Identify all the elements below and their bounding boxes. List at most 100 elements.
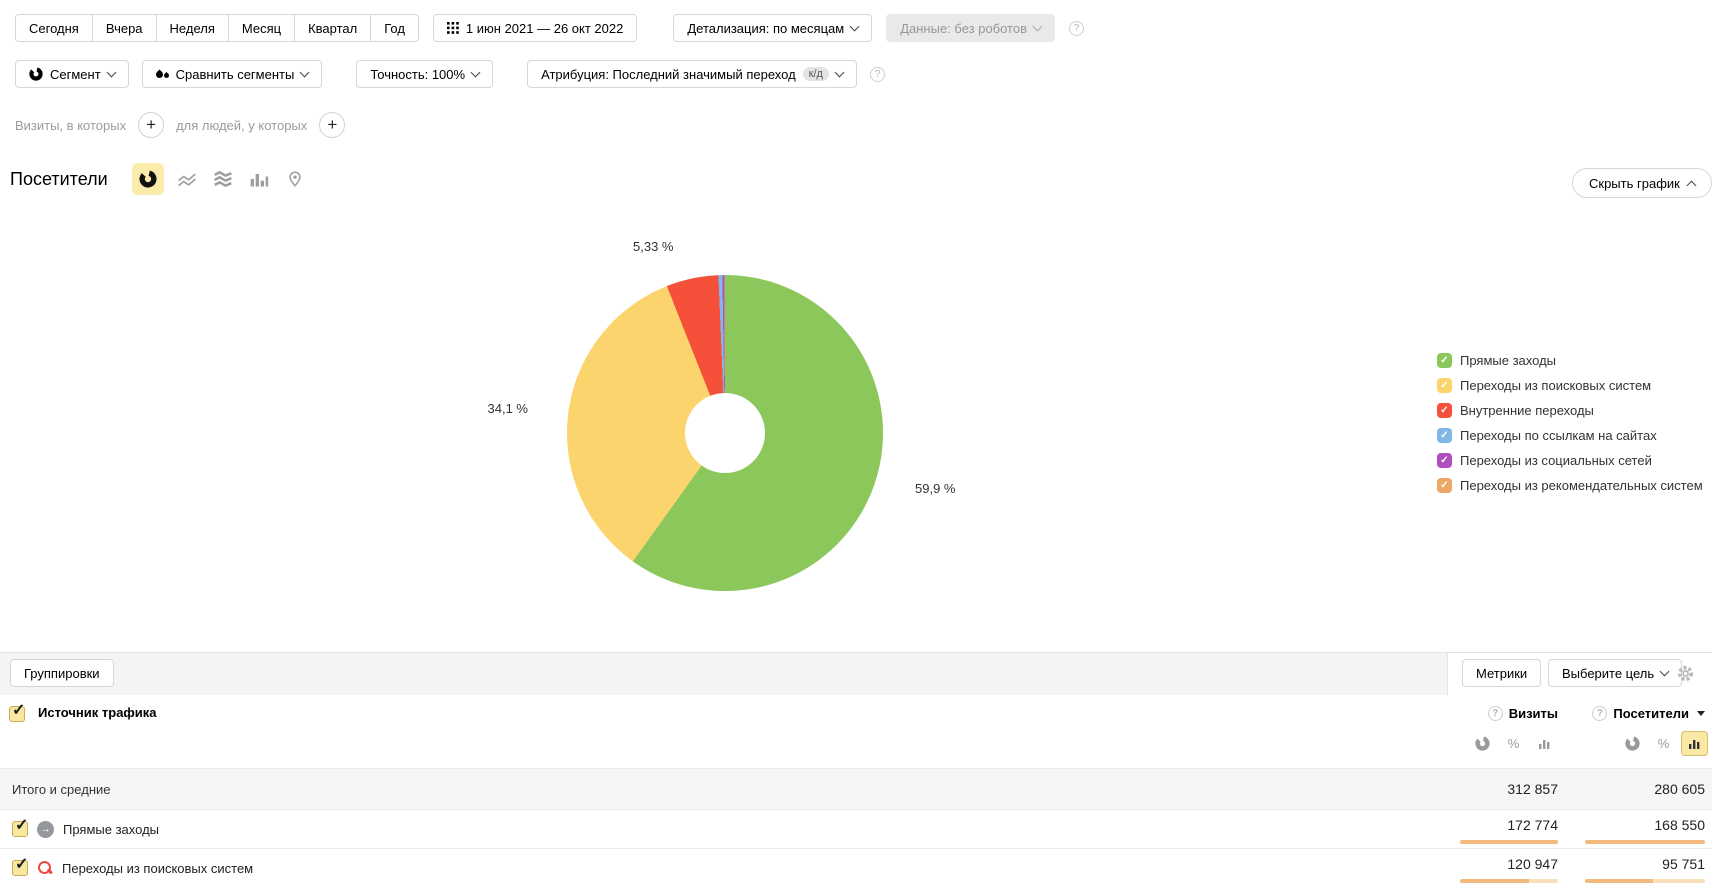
legend-item-direct[interactable]: ✓ Прямые заходы [1437, 348, 1703, 373]
row-checkbox[interactable] [12, 854, 28, 876]
legend-label: Прямые заходы [1460, 353, 1557, 368]
accuracy-label: Точность: 100% [370, 66, 466, 82]
table-header-row: Источник трафика ? Визиты ? Посетители %… [0, 695, 1712, 768]
chevron-down-icon [106, 67, 117, 77]
checkbox-checked-icon: ✓ [1437, 428, 1452, 443]
chart-view-lines-tab[interactable] [174, 166, 200, 192]
page-title: Посетители [10, 168, 108, 189]
legend-item-social[interactable]: ✓ Переходы из социальных сетей [1437, 448, 1703, 473]
detalization-dropdown[interactable]: Детализация: по месяцам [673, 14, 873, 42]
segment-toolbar: Сегмент Сравнить сегменты Точность: 100%… [15, 60, 885, 88]
segment-dropdown[interactable]: Сегмент [15, 60, 129, 88]
table-row-direct: → Прямые заходы 172 774 168 550 [0, 809, 1712, 848]
legend-label: Переходы из рекомендательных систем [1460, 478, 1703, 493]
search-magnifier-icon [37, 860, 53, 876]
legend-item-internal[interactable]: ✓ Внутренние переходы [1437, 398, 1703, 423]
totals-visitors-value: 280 605 [1654, 781, 1705, 797]
attribution-dropdown[interactable]: Атрибуция: Последний значимый переход к/… [527, 60, 857, 88]
chart-header: Посетители [10, 163, 318, 195]
visits-column-label: Визиты [1508, 706, 1558, 721]
range-week-button[interactable]: Неделя [155, 14, 229, 42]
row-label[interactable]: Переходы из поисковых систем [62, 860, 254, 876]
droplets-icon [154, 69, 170, 79]
legend-label: Переходы из поисковых систем [1460, 378, 1652, 393]
chevron-up-icon [1686, 180, 1697, 190]
visits-bar [1460, 840, 1558, 844]
chart-view-stacked-areas-tab[interactable] [210, 166, 236, 192]
visits-column-header[interactable]: ? Визиты [1487, 706, 1558, 721]
select-goal-dropdown[interactable]: Выберите цель [1548, 659, 1683, 687]
compare-segments-dropdown[interactable]: Сравнить сегменты [141, 60, 323, 88]
attribution-badge: к/д [802, 67, 829, 81]
pie-icon [29, 67, 43, 81]
row-checkbox[interactable] [12, 815, 28, 837]
checkbox-checked-icon: ✓ [1437, 478, 1452, 493]
visits-percent-toggle[interactable]: % [1507, 736, 1520, 751]
metrics-button[interactable]: Метрики [1462, 659, 1542, 687]
hide-chart-button[interactable]: Скрыть график [1572, 168, 1712, 198]
accuracy-dropdown[interactable]: Точность: 100% [356, 60, 494, 88]
detalization-label: Детализация: по месяцам [687, 20, 845, 36]
visits-pie-toggle[interactable] [1469, 731, 1496, 756]
chevron-down-icon [834, 67, 845, 77]
table-toolbar-divider [0, 652, 1712, 653]
legend-item-search[interactable]: ✓ Переходы из поисковых систем [1437, 373, 1703, 398]
segment-label: Сегмент [50, 66, 101, 82]
checkbox-checked-icon: ✓ [1437, 378, 1452, 393]
groupings-button[interactable]: Группировки [10, 659, 114, 687]
dimension-header: Источник трафика [38, 705, 157, 720]
visits-bar [1460, 879, 1558, 883]
legend-item-site-links[interactable]: ✓ Переходы по ссылкам на сайтах [1437, 423, 1703, 448]
range-year-button[interactable]: Год [370, 14, 419, 42]
pie-label-search: 34,1 % [487, 401, 528, 416]
visits-filter-label: Визиты, в которых [15, 117, 127, 133]
visitors-pie-toggle[interactable] [1619, 731, 1646, 756]
visitors-percent-toggle[interactable]: % [1657, 736, 1670, 751]
chart-view-columns-tab[interactable] [246, 166, 272, 192]
help-icon[interactable]: ? [1487, 706, 1503, 721]
visitors-display-toggles: % [1619, 731, 1708, 756]
period-toolbar: Сегодня Вчера Неделя Месяц Квартал Год 1… [15, 14, 1085, 42]
visitors-column-header[interactable]: ? Посетители [1592, 706, 1705, 721]
help-icon[interactable]: ? [869, 66, 885, 82]
legend-label: Внутренние переходы [1460, 403, 1594, 418]
chart-view-map-tab[interactable] [282, 166, 308, 192]
quick-range-group: Сегодня Вчера Неделя Месяц Квартал Год [15, 14, 419, 42]
totals-row: Итого и средние 312 857 280 605 [0, 768, 1712, 809]
legend-label: Переходы по ссылкам на сайтах [1460, 428, 1657, 443]
dimension-checkbox[interactable] [9, 700, 25, 722]
gear-icon[interactable] [1676, 664, 1695, 688]
sort-descending-icon [1697, 711, 1705, 716]
hide-chart-label: Скрыть график [1589, 175, 1680, 191]
help-icon[interactable]: ? [1592, 706, 1608, 721]
add-visits-filter-button[interactable]: + [138, 112, 165, 138]
pie-label-direct: 59,9 % [915, 481, 956, 496]
table-row-search: Переходы из поисковых систем 120 947 95 … [0, 848, 1712, 890]
chart-view-pie-tab[interactable] [131, 163, 164, 195]
data-mode-dropdown[interactable]: Данные: без роботов [886, 14, 1056, 42]
pie-label-internal: 5,33 % [633, 239, 674, 254]
row-visits-value: 172 774 [1507, 817, 1558, 833]
range-yesterday-button[interactable]: Вчера [91, 14, 157, 42]
help-icon[interactable]: ? [1069, 20, 1085, 36]
range-quarter-button[interactable]: Квартал [294, 14, 372, 42]
range-month-button[interactable]: Месяц [227, 14, 296, 42]
chevron-down-icon [849, 21, 860, 31]
visitors-bar [1585, 840, 1705, 844]
chevron-down-icon [470, 67, 481, 77]
checkbox-checked-icon: ✓ [1437, 403, 1452, 418]
visits-bars-toggle[interactable] [1531, 731, 1558, 756]
chart-legend: ✓ Прямые заходы ✓ Переходы из поисковых … [1437, 348, 1703, 498]
totals-label: Итого и средние [12, 782, 111, 797]
range-today-button[interactable]: Сегодня [15, 14, 93, 42]
date-range-button[interactable]: 1 июн 2021 — 26 окт 2022 [432, 14, 638, 42]
visitors-bars-toggle[interactable] [1681, 731, 1708, 756]
legend-item-recommendations[interactable]: ✓ Переходы из рекомендательных систем [1437, 473, 1703, 498]
add-people-filter-button[interactable]: + [319, 112, 346, 138]
traffic-sources-donut-chart[interactable] [567, 275, 883, 591]
totals-visits-value: 312 857 [1507, 781, 1558, 797]
direct-arrow-icon: → [37, 820, 54, 838]
row-label[interactable]: Прямые заходы [63, 821, 160, 837]
visitors-bar [1585, 879, 1705, 883]
row-visitors-value: 168 550 [1654, 817, 1705, 833]
